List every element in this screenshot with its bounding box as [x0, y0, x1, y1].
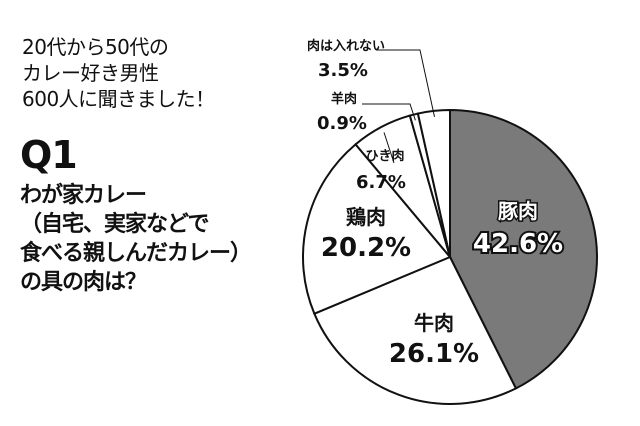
slice-label: 肉は入れない: [307, 38, 385, 54]
slice-value: 26.1%: [389, 339, 479, 369]
slice-value: 6.7%: [356, 172, 406, 193]
slice-label: 鶏肉: [346, 205, 386, 229]
pie-slice: [449, 108, 598, 390]
pie-slice: [313, 255, 518, 405]
pie-slice: [302, 142, 452, 315]
leader-line: [376, 49, 435, 118]
question-line: わが家カレー: [20, 183, 147, 208]
question-line: （自宅、実家などで: [20, 212, 210, 237]
intro-line: 20代から50代の: [22, 35, 169, 59]
slice-value: 3.5%: [318, 60, 368, 81]
question-number: Q1: [20, 133, 78, 177]
slice-label: 羊肉: [331, 91, 357, 107]
slice-label: ひき肉: [365, 148, 404, 164]
slice-value: 42.6%: [473, 229, 563, 259]
pie-slice: [416, 108, 451, 258]
intro-line: 600人に聞きました！: [22, 87, 215, 111]
question-line: の具の肉は？: [20, 270, 147, 295]
question-text: わが家カレー （自宅、実家などで 食べる親しんだカレー） の具の肉は？: [20, 181, 310, 297]
question-line: 食べる親しんだカレー）: [20, 241, 252, 266]
intro-text: 20代から50代の カレー好き男性 600人に聞きました！: [22, 34, 292, 112]
slice-label: 豚肉: [498, 199, 538, 223]
slice-value: 0.9%: [317, 113, 367, 134]
intro-line: カレー好き男性: [22, 61, 159, 85]
slice-label: 牛肉: [414, 311, 454, 335]
leader-line: [362, 103, 416, 121]
leader-line: [383, 132, 395, 164]
slice-value: 20.2%: [321, 233, 411, 263]
